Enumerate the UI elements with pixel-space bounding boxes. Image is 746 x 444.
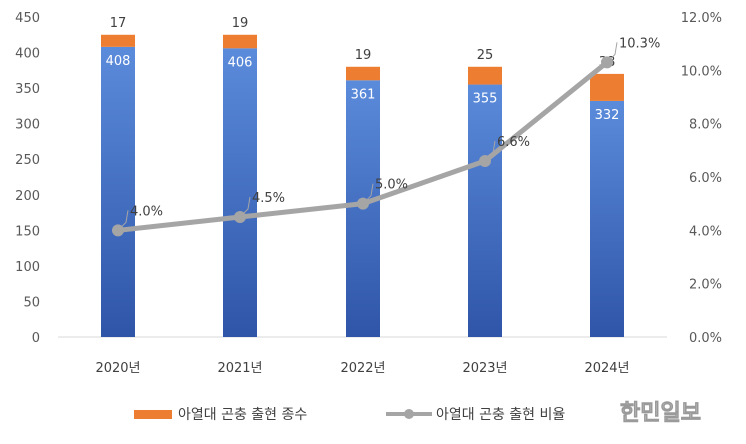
bar-base-label: 408 <box>106 54 131 69</box>
left-tick-label: 150 <box>15 224 40 239</box>
left-axis-ticks: 0 50 100 150 200 250 300 350 400 450 <box>15 11 40 346</box>
watermark-logo: 한민일보 <box>620 401 701 426</box>
left-tick-label: 400 <box>15 47 40 62</box>
right-tick-label: 12.0% <box>681 11 722 26</box>
bar-top-label: 25 <box>477 48 494 63</box>
right-axis-ticks: 0.0% 2.0% 4.0% 6.0% 8.0% 10.0% 12.0% <box>681 11 722 346</box>
ratio-leader <box>484 140 496 162</box>
left-tick-label: 300 <box>15 118 40 133</box>
left-tick-label: 450 <box>15 11 40 26</box>
right-tick-label: 0.0% <box>689 331 722 346</box>
legend-marker-ratio <box>404 409 414 419</box>
bars: 4081740619361193552533238 <box>101 16 624 338</box>
bar-top-label: 19 <box>355 48 372 63</box>
bar-top <box>468 66 502 85</box>
ratio-label: 10.3% <box>619 36 660 51</box>
category-label: 2022년 <box>340 361 385 376</box>
category-label: 2021년 <box>217 361 262 376</box>
right-tick-label: 8.0% <box>689 118 722 133</box>
bar-top <box>223 34 257 49</box>
bar-base-label: 361 <box>351 87 376 102</box>
left-tick-label: 100 <box>15 260 40 275</box>
bar-base-label: 406 <box>228 55 253 70</box>
ratio-label: 5.0% <box>375 178 408 193</box>
left-tick-label: 200 <box>15 189 40 204</box>
category-label: 2020년 <box>95 361 140 376</box>
ratio-leader <box>239 196 251 218</box>
right-tick-label: 6.0% <box>689 171 722 186</box>
ratio-leader <box>362 183 374 205</box>
legend: 아열대 곤충 출현 종수 아열대 곤충 출현 비율 <box>134 407 565 423</box>
left-tick-label: 50 <box>23 295 40 310</box>
bar-base <box>223 48 257 338</box>
category-label: 2023년 <box>462 361 507 376</box>
bar-top <box>590 73 624 101</box>
legend-label-ratio: 아열대 곤충 출현 비율 <box>436 407 565 423</box>
bar-base-label: 332 <box>595 108 620 123</box>
legend-label-count: 아열대 곤충 출현 종수 <box>178 407 307 423</box>
bar-top <box>101 34 135 47</box>
left-tick-label: 350 <box>15 82 40 97</box>
ratio-label: 6.6% <box>497 135 530 150</box>
left-tick-label: 250 <box>15 153 40 168</box>
x-axis-ticks: 2020년 2021년 2022년 2023년 2024년 <box>95 361 629 376</box>
bar-base <box>468 84 502 337</box>
right-tick-label: 10.0% <box>681 64 722 79</box>
ratio-leader <box>117 210 129 231</box>
ratio-leader <box>606 42 618 63</box>
bar-top <box>346 66 380 81</box>
right-tick-label: 4.0% <box>689 224 722 239</box>
category-label: 2024년 <box>584 361 629 376</box>
bar-top-label: 17 <box>110 16 127 31</box>
right-tick-label: 2.0% <box>689 278 722 293</box>
bar-base <box>101 46 135 337</box>
ratio-label: 4.5% <box>252 191 285 206</box>
bar-base <box>590 100 624 338</box>
ratio-line: 4.0% 4.5% 5.0% 6.6% 10.3% <box>112 36 660 237</box>
ratio-label: 4.0% <box>130 204 163 219</box>
bar-base-label: 355 <box>473 92 498 107</box>
left-tick-label: 0 <box>32 331 40 346</box>
legend-swatch-count <box>134 410 172 419</box>
bar-top-label: 19 <box>232 16 249 31</box>
